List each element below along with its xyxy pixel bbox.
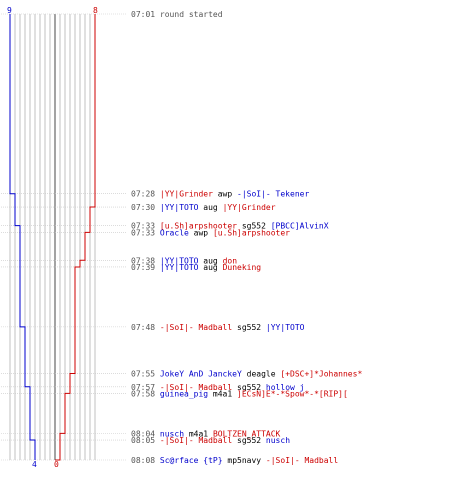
victim-name: don bbox=[223, 256, 238, 265]
weapon-name: sg552 bbox=[242, 222, 266, 231]
event-row: 08:04 nusch m4a1 BOLTZEN_ATTACK bbox=[131, 429, 281, 438]
blue-team-alive-line bbox=[9, 14, 36, 460]
killer-name: |YY|TOTO bbox=[160, 256, 199, 265]
event-row: 07:33 Oracle awp [u.Sh]arpshooter bbox=[131, 228, 290, 237]
event-time: 07:33 bbox=[131, 222, 155, 231]
killer-name: -|SoI|- Madball bbox=[160, 323, 232, 332]
event-time: 07:30 bbox=[131, 203, 155, 212]
event-time: 08:05 bbox=[131, 436, 155, 445]
event-time: 08:08 bbox=[131, 456, 155, 465]
event-time: 07:57 bbox=[131, 383, 155, 392]
victim-name: BOLTZEN_ATTACK bbox=[213, 429, 281, 438]
victim-name: [PBCC]AlvinX bbox=[271, 222, 329, 231]
killer-name: guinea_pig bbox=[160, 389, 208, 398]
event-row: 07:28 |YY|Grinder awp -|SoI|- Tekener bbox=[131, 190, 309, 199]
victim-name: [u.Sh]arpshooter bbox=[213, 228, 290, 237]
weapon-name: awp bbox=[194, 228, 209, 237]
victim-name: |YY|TOTO bbox=[266, 323, 305, 332]
event-row: 07:55 JokeY AnD JanckeY deagle [+DSC+]*J… bbox=[131, 369, 362, 378]
weapon-name: m4a1 bbox=[189, 429, 208, 438]
event-time: 07:55 bbox=[131, 369, 155, 378]
red-start-count: 8 bbox=[93, 6, 98, 15]
event-row: 07:57 -|SoI|- Madball sg552 hollow j bbox=[131, 383, 304, 392]
event-time: 07:58 bbox=[131, 389, 155, 398]
weapon-name: mp5navy bbox=[227, 456, 261, 465]
event-row: 08:08 Sc@rface {tP} mp5navy -|SoI|- Madb… bbox=[131, 456, 338, 465]
player-grid bbox=[9, 14, 96, 460]
event-time: 07:48 bbox=[131, 323, 155, 332]
weapon-name: aug bbox=[203, 263, 218, 272]
killer-name: |YY|Grinder bbox=[160, 190, 213, 199]
killer-name: JokeY AnD JanckeY bbox=[160, 369, 242, 378]
killer-name: nusch bbox=[160, 429, 184, 438]
event-row: 07:33 [u.Sh]arpshooter sg552 [PBCC]Alvin… bbox=[131, 222, 329, 231]
victim-name: ]ECsN]E*-*Spow*-*[RIP][ bbox=[237, 389, 348, 398]
weapon-name: deagle bbox=[247, 369, 276, 378]
weapon-name: sg552 bbox=[237, 436, 261, 445]
blue-start-count: 9 bbox=[7, 6, 12, 15]
victim-name: -|SoI|- Madball bbox=[266, 456, 338, 465]
victim-name: [+DSC+]*Johannes* bbox=[280, 369, 362, 378]
killer-name: |YY|TOTO bbox=[160, 263, 199, 272]
event-row: 07:39 |YY|TOTO aug Duneking bbox=[131, 263, 261, 272]
weapon-name: awp bbox=[218, 190, 233, 199]
killer-name: -|SoI|- Madball bbox=[160, 383, 232, 392]
victim-name: nusch bbox=[266, 436, 290, 445]
victim-name: -|SoI|- Tekener bbox=[237, 190, 309, 199]
event-time: 07:39 bbox=[131, 263, 155, 272]
killer-name: -|SoI|- Madball bbox=[160, 436, 232, 445]
event-row: 08:05 -|SoI|- Madball sg552 nusch bbox=[131, 436, 290, 445]
weapon-name: aug bbox=[203, 256, 218, 265]
event-time: 07:28 bbox=[131, 190, 155, 199]
weapon-name: aug bbox=[203, 203, 218, 212]
red-team-alive-line bbox=[55, 14, 96, 461]
weapon-name: round started bbox=[160, 10, 223, 19]
event-row-lines bbox=[1, 13, 126, 461]
event-list: 07:01 round started 07:28 |YY|Grinder aw… bbox=[131, 10, 362, 465]
red-end-count: 0 bbox=[54, 460, 59, 469]
event-row: 07:30 |YY|TOTO aug |YY|Grinder bbox=[131, 203, 276, 212]
killer-name: Oracle bbox=[160, 228, 189, 237]
victim-name: Duneking bbox=[223, 263, 262, 272]
weapon-name: m4a1 bbox=[213, 389, 232, 398]
killer-name: |YY|TOTO bbox=[160, 203, 199, 212]
event-row: 07:48 -|SoI|- Madball sg552 |YY|TOTO bbox=[131, 323, 305, 332]
blue-end-count: 4 bbox=[32, 460, 37, 469]
event-time: 07:33 bbox=[131, 228, 155, 237]
event-time: 07:38 bbox=[131, 256, 155, 265]
weapon-name: sg552 bbox=[237, 323, 261, 332]
event-row: 07:01 round started bbox=[131, 10, 223, 19]
weapon-name: sg552 bbox=[237, 383, 261, 392]
event-time: 07:01 bbox=[131, 10, 155, 19]
victim-name: hollow j bbox=[266, 383, 305, 392]
killer-name: Sc@rface {tP} bbox=[160, 456, 223, 465]
event-time: 08:04 bbox=[131, 429, 155, 438]
victim-name: |YY|Grinder bbox=[223, 203, 276, 212]
event-row: 07:58 guinea_pig m4a1 ]ECsN]E*-*Spow*-*[… bbox=[131, 389, 348, 398]
killer-name: [u.Sh]arpshooter bbox=[160, 222, 237, 231]
event-row: 07:38 |YY|TOTO aug don bbox=[131, 256, 237, 265]
